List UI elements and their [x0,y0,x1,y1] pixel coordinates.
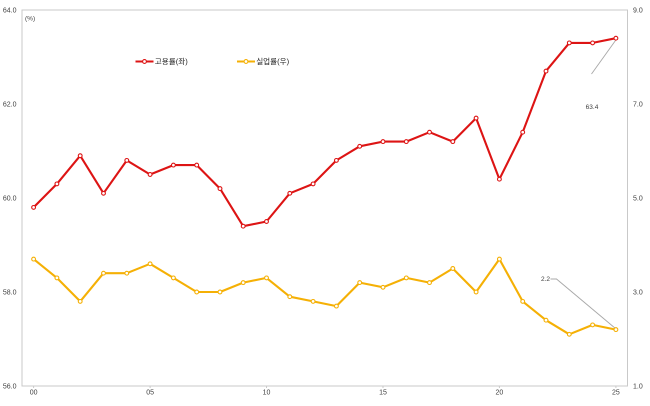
svg-text:00: 00 [30,390,38,397]
svg-text:1.0: 1.0 [633,383,643,390]
svg-text:실업률(우): 실업률(우) [256,56,289,66]
svg-text:62.0: 62.0 [3,101,17,108]
svg-text:고용률(좌): 고용률(좌) [155,57,188,66]
svg-text:20: 20 [496,390,504,397]
svg-text:05: 05 [146,390,154,397]
svg-text:5.0: 5.0 [633,195,643,202]
svg-text:60.0: 60.0 [3,195,17,202]
svg-text:63.4: 63.4 [586,104,599,111]
svg-text:58.0: 58.0 [3,289,17,296]
svg-text:3.0: 3.0 [633,289,643,296]
svg-text:64.0: 64.0 [3,7,17,14]
svg-text:15: 15 [379,390,387,397]
svg-text:7.0: 7.0 [633,101,643,108]
svg-text:(%): (%) [25,16,35,23]
svg-text:9.0: 9.0 [633,7,643,14]
svg-text:10: 10 [263,390,271,397]
svg-text:56.0: 56.0 [3,383,17,390]
svg-text:2.2: 2.2 [541,276,550,283]
svg-text:25: 25 [612,390,620,397]
